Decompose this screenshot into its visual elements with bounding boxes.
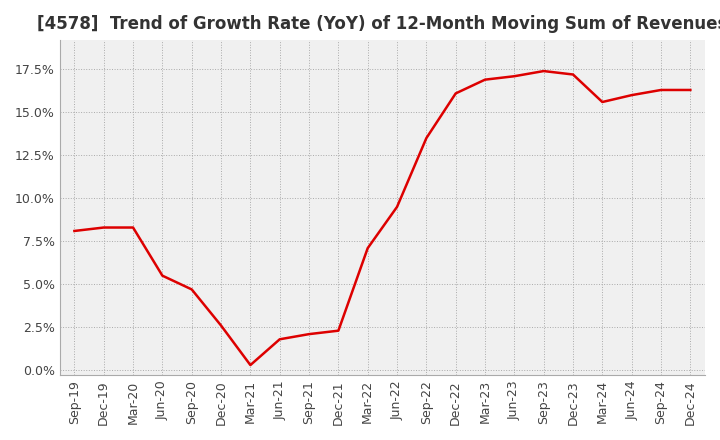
Title: [4578]  Trend of Growth Rate (YoY) of 12-Month Moving Sum of Revenues: [4578] Trend of Growth Rate (YoY) of 12-… [37, 15, 720, 33]
